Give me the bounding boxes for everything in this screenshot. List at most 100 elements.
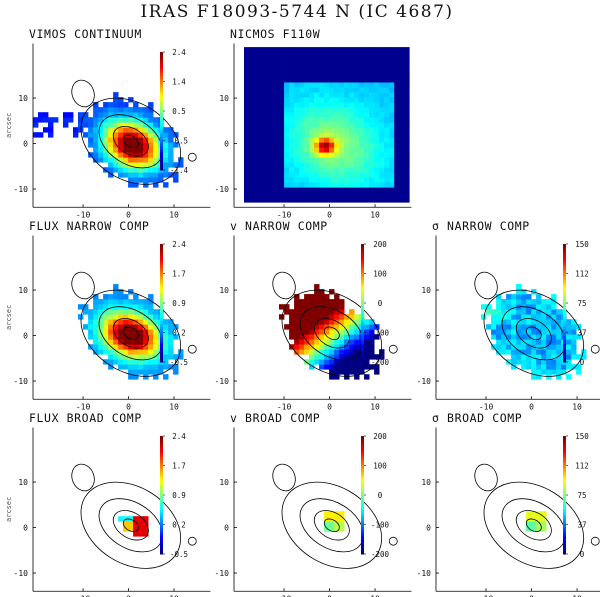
map-pixel xyxy=(244,137,250,143)
map-pixel xyxy=(384,82,390,88)
colorbar-segment xyxy=(563,344,566,348)
x-tick-label: 10 xyxy=(169,210,179,219)
map-pixel xyxy=(118,132,124,138)
map-pixel xyxy=(404,47,410,53)
map-pixel xyxy=(294,152,300,158)
map-pixel xyxy=(63,112,69,118)
map-pixel xyxy=(103,147,109,153)
map-pixel xyxy=(379,67,385,73)
map-pixel xyxy=(123,172,129,178)
map-pixel xyxy=(344,82,350,88)
colorbar-segment xyxy=(563,512,566,517)
map-pixel xyxy=(259,137,265,143)
map-pixel xyxy=(334,57,340,63)
map-pixel xyxy=(324,182,330,188)
map-pixel xyxy=(334,364,340,370)
map-pixel xyxy=(339,117,345,123)
map-pixel xyxy=(364,117,370,123)
map-pixel xyxy=(344,52,350,58)
map-pixel xyxy=(128,122,134,128)
map-pixel xyxy=(394,92,400,98)
map-pixel xyxy=(344,374,350,380)
colorbar-label: 0 xyxy=(580,358,585,367)
map-pixel xyxy=(324,349,330,355)
map-pixel xyxy=(324,52,330,58)
map-pixel xyxy=(541,314,547,320)
map-pixel xyxy=(379,197,385,203)
colorbar-segment xyxy=(160,119,163,124)
map-pixel xyxy=(314,97,320,103)
map-pixel xyxy=(389,82,395,88)
colorbar-segment xyxy=(160,96,163,100)
map-pixel xyxy=(319,107,325,113)
map-pixel xyxy=(349,364,355,370)
map-pixel xyxy=(284,107,290,113)
map-pixel xyxy=(319,177,325,183)
map-pixel xyxy=(98,344,104,350)
map-pixel xyxy=(354,344,360,350)
map-pixel xyxy=(404,52,410,58)
map-pixel xyxy=(339,526,345,532)
colorbar-segment xyxy=(563,335,566,339)
map-pixel xyxy=(128,142,134,148)
axes xyxy=(233,43,412,208)
colorbar-segment xyxy=(563,489,566,493)
map-pixel xyxy=(289,157,295,163)
map-pixel xyxy=(389,147,395,153)
map-pixel xyxy=(244,52,250,58)
map-pixel xyxy=(88,344,94,350)
map-pixel xyxy=(168,162,174,168)
map-pixel xyxy=(344,319,350,325)
colorbar-segment xyxy=(563,320,566,325)
map-pixel xyxy=(294,192,300,198)
map-pixel xyxy=(108,334,114,340)
colorbar-segment xyxy=(160,267,163,272)
map-pixel xyxy=(299,142,305,148)
map-pixel xyxy=(329,182,335,188)
map-pixel xyxy=(359,92,365,98)
map-pixel xyxy=(93,319,99,325)
map-pixel xyxy=(364,329,370,335)
map-pixel xyxy=(364,97,370,103)
map-pixel xyxy=(379,152,385,158)
map-pixel xyxy=(299,319,305,325)
map-pixel xyxy=(244,67,250,73)
contour-level xyxy=(388,536,398,546)
colorbar-segment xyxy=(160,125,163,130)
colorbar-segment xyxy=(361,492,364,496)
map-pixel xyxy=(244,92,250,98)
map-pixel xyxy=(244,172,250,178)
x-tick-label: 10 xyxy=(370,210,380,219)
map-pixel xyxy=(384,197,390,203)
map-pixel xyxy=(133,132,139,138)
map-pixel xyxy=(143,359,149,365)
map-pixel xyxy=(349,339,355,345)
map-pixel xyxy=(259,162,265,168)
colorbar-segment xyxy=(361,533,364,537)
map-pixel xyxy=(324,162,330,168)
map-pixel xyxy=(128,364,134,370)
map-pixel xyxy=(349,62,355,68)
map-pixel xyxy=(108,112,114,118)
map-pixel xyxy=(289,47,295,53)
map-pixel xyxy=(404,97,410,103)
y-tick-label: -10 xyxy=(14,569,29,578)
colorbar-segment xyxy=(160,332,163,336)
colorbar-segment xyxy=(160,255,163,260)
map-pixel xyxy=(264,192,270,198)
map-pixel xyxy=(284,162,290,168)
map-pixel xyxy=(259,172,265,178)
map-pixel xyxy=(138,526,144,532)
map-pixel xyxy=(88,152,94,158)
map-pixel xyxy=(304,52,310,58)
map-pixel xyxy=(168,319,174,325)
map-pixel xyxy=(133,516,139,522)
map-pixel xyxy=(359,127,365,133)
map-pixel xyxy=(349,162,355,168)
map-pixel xyxy=(108,172,114,178)
map-pixel xyxy=(88,324,94,330)
map-pixel xyxy=(143,354,149,360)
colorbar-segment xyxy=(160,329,163,333)
map-pixel xyxy=(148,142,154,148)
